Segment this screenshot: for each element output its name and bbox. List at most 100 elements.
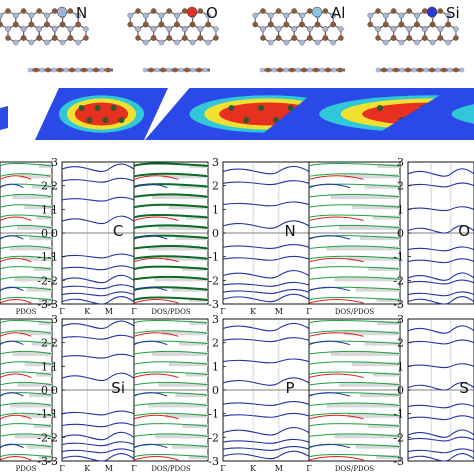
- atom: [398, 12, 405, 19]
- atom: [337, 67, 343, 73]
- atom: [44, 39, 50, 46]
- atom: [59, 21, 66, 28]
- atom: [5, 35, 11, 41]
- atom: [150, 35, 157, 41]
- atom: [182, 8, 188, 14]
- atom: [158, 21, 165, 28]
- atom: [252, 21, 258, 28]
- dos-fill: [33, 267, 52, 272]
- atom: [75, 21, 81, 28]
- y-tick-label: 1: [51, 360, 58, 373]
- atom: [20, 35, 27, 41]
- k-point-label: K: [84, 464, 91, 473]
- pdos-curve: [308, 286, 351, 292]
- atomic-structures-row: N O Al Si: [0, 4, 460, 46]
- dos-fill: [368, 424, 400, 429]
- dos-fill: [39, 321, 52, 325]
- atom: [295, 67, 301, 73]
- atom-marker: [110, 105, 117, 111]
- pdos-curve: [308, 412, 401, 417]
- dos-axis-label: DOS/PDOS: [335, 308, 375, 316]
- atom: [83, 35, 89, 41]
- atom: [260, 26, 266, 32]
- atom: [406, 8, 412, 14]
- atom: [28, 39, 35, 46]
- pdos-curve: [133, 381, 209, 386]
- atom: [36, 8, 42, 14]
- pdos-curve: [133, 203, 209, 209]
- dos-fill: [343, 174, 400, 179]
- structure-panel: Si: [367, 4, 460, 46]
- atom: [5, 8, 11, 14]
- atom: [83, 26, 89, 32]
- y-tick-label: -3: [393, 298, 404, 311]
- pdos-curve: [0, 299, 32, 304]
- pdos-curve: [133, 265, 209, 271]
- pdos-curve: [0, 350, 53, 355]
- pdos-curve: [308, 423, 401, 427]
- y-tick-label: 3: [212, 313, 219, 326]
- dos-fill: [343, 331, 400, 336]
- dos-fill: [179, 341, 208, 346]
- atom: [322, 26, 329, 32]
- y-tick-label: 2: [212, 180, 219, 193]
- pdos-curve: [133, 392, 168, 397]
- pdos-curve: [308, 214, 401, 219]
- atom: [127, 12, 133, 19]
- y-tick-label: 2: [51, 180, 58, 193]
- pdos-curve: [0, 266, 53, 270]
- dos-fill: [14, 277, 52, 282]
- atom: [197, 26, 204, 32]
- atom: [205, 12, 211, 19]
- pdos-curve: [0, 276, 53, 280]
- atom: [87, 67, 93, 73]
- band-panel-r2c4: 3 2 1 0 -1 -2 -3 S: [393, 313, 474, 468]
- band-panel-r1c4: 3 2 1 0 -1 -2 -3 O: [393, 156, 474, 311]
- atom: [67, 8, 74, 14]
- dos-fill: [19, 331, 52, 336]
- pdos-curve: [0, 443, 24, 449]
- y-tick-label: -1: [208, 408, 219, 421]
- atom: [36, 26, 42, 32]
- atom: [319, 67, 325, 73]
- pdos-curve: [308, 173, 401, 177]
- dopant-atom: [186, 6, 198, 18]
- k-point-label: K: [84, 307, 91, 316]
- dos-fill: [162, 174, 208, 179]
- atom: [447, 67, 453, 73]
- atom: [189, 39, 196, 46]
- atom: [197, 35, 204, 41]
- pdos-curve: [308, 330, 401, 334]
- y-tick-label: -2: [208, 274, 219, 287]
- density-map: [367, 88, 474, 140]
- pdos-curve: [308, 163, 401, 167]
- dos-fill: [351, 362, 400, 367]
- atom: [52, 35, 58, 41]
- atom: [190, 67, 196, 73]
- side-view: [259, 67, 345, 73]
- atom: [45, 67, 51, 73]
- k-point-label: Γ: [220, 307, 226, 316]
- pdos-curve: [308, 392, 351, 397]
- atom: [422, 35, 428, 41]
- pdos-curve: [0, 340, 24, 346]
- pdos-curve: [308, 204, 401, 208]
- pdos-curve: [133, 244, 209, 250]
- atom-marker: [287, 105, 294, 111]
- pdos-curve: [308, 175, 364, 180]
- atom: [143, 39, 149, 46]
- atom: [291, 26, 297, 32]
- y-tick-label: -3: [208, 298, 219, 311]
- atom: [39, 67, 45, 73]
- pdos-curve: [0, 255, 53, 260]
- y-tick-label: 0: [212, 227, 219, 240]
- atom: [314, 21, 321, 28]
- pdos-curve: [133, 235, 168, 240]
- pdos-curve: [0, 320, 53, 324]
- pdos-curve: [0, 332, 32, 337]
- pdos-curve: [133, 216, 179, 222]
- atom: [406, 26, 412, 32]
- pdos-curve: [0, 454, 53, 458]
- atom: [160, 67, 166, 73]
